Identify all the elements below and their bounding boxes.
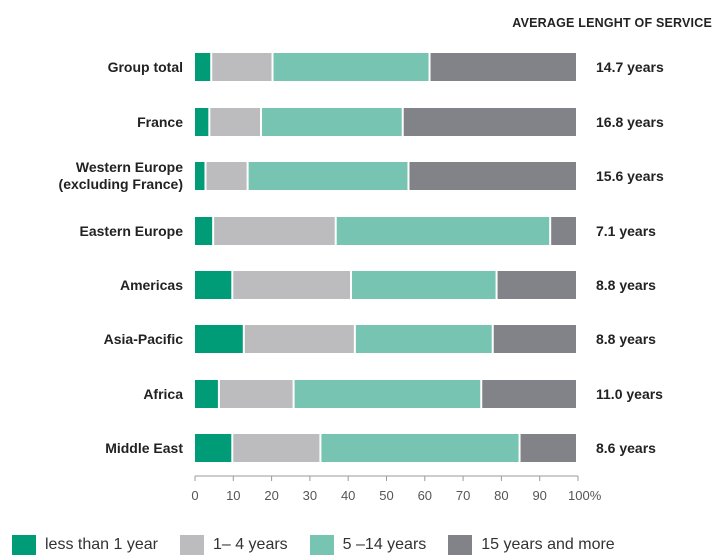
bar-segment (493, 325, 576, 353)
category-label: Americas (120, 277, 183, 293)
legend-item: 1– 4 years (179, 535, 288, 555)
average-service-value: 16.8 years (596, 114, 664, 130)
bar-segment (219, 380, 293, 408)
category-label: France (137, 114, 183, 130)
average-service-value: 8.8 years (596, 277, 656, 293)
x-tick-label: 100% (568, 488, 602, 503)
x-tick-label: 50 (379, 488, 393, 503)
x-tick-label: 0 (191, 488, 198, 503)
bar-segment (248, 162, 408, 190)
bar-segment (520, 434, 576, 462)
x-axis: 0 10 20 30 40 50 60 70 80 90 100% (191, 475, 602, 503)
bar-segment (195, 380, 218, 408)
average-service-value: 14.7 years (596, 59, 664, 75)
bar-segment (352, 271, 496, 299)
bar-segment (195, 53, 211, 81)
legend-swatch (179, 535, 204, 555)
bar-segment (403, 108, 576, 136)
category-label: Group total (108, 59, 183, 75)
legend-label: 1– 4 years (212, 536, 288, 553)
category-label: Middle East (105, 440, 183, 456)
x-tick-label: 80 (494, 488, 508, 503)
bar-segment (430, 53, 576, 81)
category-label: Africa (143, 386, 183, 402)
legend-swatch (448, 535, 473, 555)
legend-label: less than 1 year (45, 536, 158, 553)
x-tick-label: 90 (532, 488, 546, 503)
category-labels: Group total France Western Europe (excludin… (59, 59, 184, 456)
bar-segment (210, 108, 261, 136)
legend-label: 5 –14 years (342, 536, 427, 553)
bar-segment (497, 271, 576, 299)
bar-segment (336, 217, 550, 245)
bar-segment (233, 434, 320, 462)
category-label: Asia-Pacific (104, 331, 184, 347)
legend-item: less than 1 year (12, 535, 158, 555)
bar-segment (195, 162, 205, 190)
bar-segment (214, 217, 335, 245)
bar-segment (482, 380, 576, 408)
bar-segment (233, 271, 351, 299)
x-tick-label: 20 (264, 488, 278, 503)
bar-segment (195, 434, 232, 462)
category-label: Western Europe (excluding France) (59, 159, 184, 192)
bar-segment (195, 108, 209, 136)
bar-segment (321, 434, 519, 462)
x-tick-label: 40 (341, 488, 355, 503)
x-tick-label: 70 (456, 488, 470, 503)
x-tick-label: 10 (226, 488, 240, 503)
x-tick-label: 30 (303, 488, 317, 503)
average-service-value: 11.0 years (596, 386, 663, 402)
average-service-header: AVERAGE LENGHT OF SERVICE (512, 16, 712, 30)
bar-segment (294, 380, 481, 408)
bar-segment (355, 325, 492, 353)
bar-segment (206, 162, 247, 190)
x-tick-label: 60 (418, 488, 432, 503)
legend-swatch (309, 535, 334, 555)
average-service-value: 15.6 years (596, 168, 664, 184)
legend-item: 5 –14 years (309, 535, 427, 555)
average-service-value: 7.1 years (596, 223, 656, 239)
bar-segment (551, 217, 576, 245)
bar-segment (195, 325, 243, 353)
legend-label: 15 years and more (481, 536, 615, 553)
average-values: 14.7 years 16.8 years 15.6 years 7.1 years 8… (596, 59, 664, 456)
category-label: Eastern Europe (80, 223, 184, 239)
bar-segment (195, 271, 232, 299)
bar-segment (195, 217, 213, 245)
bar-segment (244, 325, 354, 353)
average-service-value: 8.8 years (596, 331, 656, 347)
bar-segment (212, 53, 272, 81)
stacked-bar-chart: AVERAGE LENGHT OF SERVICE Group total Fra… (59, 16, 712, 503)
average-service-value: 8.6 years (596, 440, 656, 456)
bar-segment (409, 162, 576, 190)
legend-item: 15 years and more (448, 535, 615, 555)
bar-segment (262, 108, 402, 136)
bar-segment (273, 53, 429, 81)
legend-swatch (12, 535, 36, 555)
legend: less than 1 year 1– 4 years 5 –14 years 15 … (12, 534, 718, 556)
bars-group (195, 53, 576, 462)
